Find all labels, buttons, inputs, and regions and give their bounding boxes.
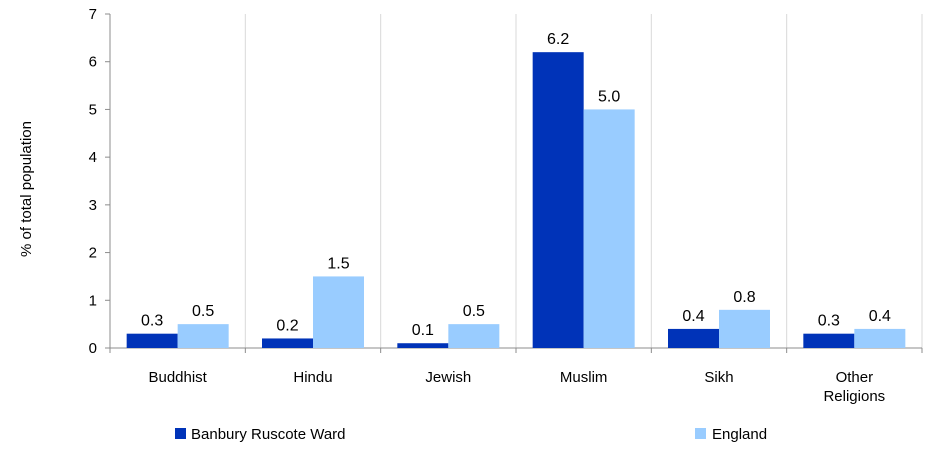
x-category-label: Muslim: [560, 369, 608, 386]
data-label: 5.0: [598, 88, 620, 105]
bar: [583, 109, 635, 348]
bars: [126, 52, 906, 349]
tick-labels: 0 1 2 3 4 5 6 7 Buddhist Hindu Jewish Muslim Sikh Oth…: [89, 6, 886, 405]
bar: [668, 328, 719, 348]
legend-label: England: [712, 426, 767, 443]
bar: [803, 333, 855, 348]
axes: [105, 13, 923, 353]
x-category-label: Religions: [823, 388, 885, 405]
legend-item: England: [695, 426, 767, 443]
legend-label: Banbury Ruscote Ward: [191, 426, 346, 443]
x-category-label: Sikh: [704, 369, 733, 386]
bar: [532, 52, 584, 349]
bar: [448, 324, 500, 348]
data-label: 0.5: [192, 303, 214, 320]
legend: Banbury Ruscote Ward England: [175, 426, 767, 443]
bar: [313, 276, 364, 348]
y-tick-label: 6: [89, 54, 97, 71]
y-tick-label: 4: [89, 149, 97, 166]
x-category-label: Buddhist: [148, 369, 207, 386]
data-label: 0.1: [412, 322, 434, 339]
data-label: 0.3: [818, 313, 840, 330]
y-tick-label: 7: [89, 6, 97, 23]
data-label: 0.8: [733, 289, 755, 306]
bar: [719, 309, 770, 348]
data-label: 0.4: [682, 308, 704, 325]
data-label: 0.2: [276, 317, 298, 334]
data-labels: 0.3 0.2 0.1 6.2 0.4 0.3 0.5 1.5 0.5 5.0 0.8 0.4: [141, 31, 891, 339]
y-axis-label: % of total population: [18, 121, 35, 257]
data-label: 1.5: [327, 255, 349, 272]
data-label: 0.3: [141, 313, 163, 330]
y-tick-label: 1: [89, 292, 97, 309]
x-category-label: Hindu: [293, 369, 332, 386]
data-label: 0.5: [463, 303, 485, 320]
legend-swatch: [175, 428, 186, 439]
y-tick-label: 5: [89, 101, 97, 118]
legend-item: Banbury Ruscote Ward: [175, 426, 346, 443]
y-tick-label: 3: [89, 197, 97, 214]
bar: [397, 343, 449, 348]
x-category-label: Jewish: [425, 369, 471, 386]
bar: [854, 328, 906, 348]
data-label: 0.4: [869, 308, 891, 325]
legend-swatch: [695, 428, 706, 439]
x-category-label: Other: [836, 369, 874, 386]
bar: [177, 324, 229, 348]
y-tick-label: 2: [89, 245, 97, 262]
gridlines: [244, 14, 923, 348]
bar: [262, 338, 313, 348]
bar: [126, 333, 178, 348]
data-label: 6.2: [547, 31, 569, 48]
y-tick-label: 0: [89, 340, 97, 357]
